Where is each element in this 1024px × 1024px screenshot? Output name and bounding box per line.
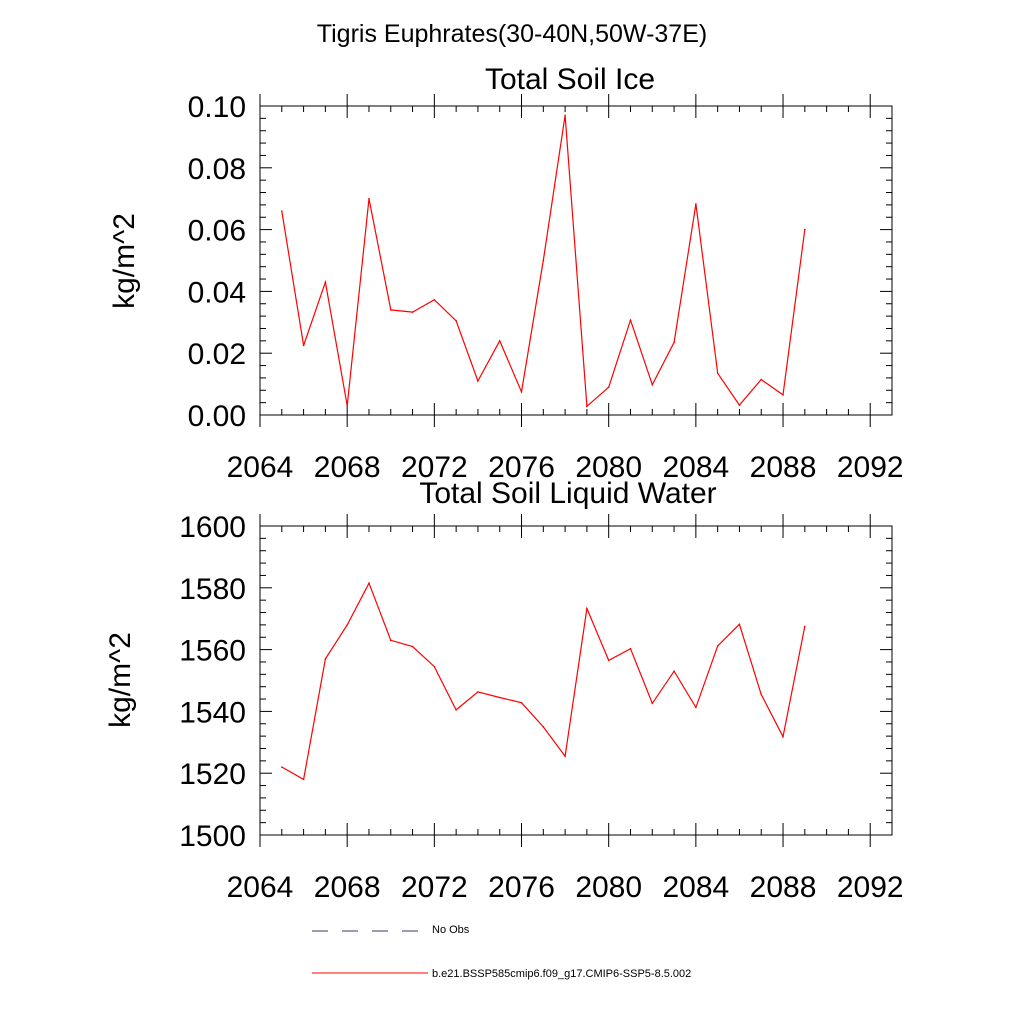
y-tick-label: 1520 (179, 758, 246, 791)
chart-marks-soil-liquid-water: 2064 2068 2072 2076 2080 2084 2088 2092 1500 1520… (179, 511, 903, 904)
plot-frame (259, 105, 893, 416)
data-point (411, 311, 414, 313)
y-tick-label: 1560 (179, 635, 246, 668)
data-point (498, 340, 501, 342)
y-axis-label: kg/m^2 (108, 213, 141, 309)
data-point (738, 623, 741, 626)
data-point (651, 383, 654, 386)
y-tick-label: 0.04 (188, 276, 246, 309)
data-point (455, 319, 457, 322)
x-tick-label: 2088 (750, 871, 817, 904)
data-point (477, 691, 479, 693)
data-point (346, 624, 348, 626)
x-tick-label: 2088 (750, 451, 817, 484)
data-point (433, 298, 436, 301)
y-tick-label: 0.02 (188, 338, 246, 371)
data-point (564, 755, 566, 758)
data-point (324, 658, 327, 660)
y-tick-label: 1600 (179, 511, 246, 544)
chart-marks-soil-ice: 2064 2068 2072 2076 2080 2084 2088 2092 0.00 0.02… (188, 91, 904, 484)
data-point (716, 645, 719, 647)
data-point (498, 696, 501, 699)
y-axis-label: kg/m^2 (104, 632, 137, 728)
chart-title: Total Soil Liquid Water (419, 477, 716, 510)
data-point (673, 341, 675, 344)
data-point (477, 380, 479, 382)
x-tick-label: 2072 (401, 871, 468, 904)
data-point (368, 582, 370, 584)
x-tick-label: 2076 (488, 871, 555, 904)
data-point (389, 309, 392, 311)
data-point (607, 386, 610, 388)
y-tick-label: 0.06 (188, 215, 246, 248)
x-tick-label: 2068 (314, 871, 381, 904)
series-line (281, 581, 806, 781)
y-tick-label: 0.08 (188, 153, 246, 186)
data-point (782, 394, 784, 396)
x-tick-label: 2064 (227, 451, 294, 484)
data-point (629, 319, 632, 321)
data-point (695, 203, 697, 205)
data-point (782, 735, 784, 738)
legend-entry-run: b.e21.BSSP585cmip6.f09_g17.CMIP6-SSP5-8.… (312, 968, 691, 980)
data-point (520, 391, 523, 393)
data-point (629, 647, 632, 650)
x-tick-label: 2080 (575, 871, 642, 904)
data-point (455, 709, 457, 711)
data-point (760, 693, 763, 696)
data-point (716, 372, 719, 375)
data-point (738, 404, 741, 406)
data-point (411, 645, 414, 648)
x-tick-label: 2092 (837, 871, 904, 904)
chart-panel-soil-ice: Total Soil Ice kg/m^2 2064 2068 2072 2076 20… (108, 63, 904, 484)
data-point (346, 404, 348, 407)
figure-suptitle: Tigris Euphrates(30-40N,50W-37E) (317, 20, 707, 48)
data-point (804, 228, 806, 231)
data-point (542, 726, 545, 728)
legend-label: No Obs (432, 924, 470, 936)
data-point (433, 665, 436, 668)
data-point (607, 659, 610, 662)
y-tick-label: 1500 (179, 820, 246, 853)
data-point (302, 778, 305, 781)
data-point (542, 259, 545, 262)
chart-title: Total Soil Ice (485, 63, 655, 96)
data-point (673, 670, 675, 673)
y-tick-label: 0.10 (188, 91, 246, 124)
data-point (586, 405, 588, 408)
x-tick-label: 2084 (662, 451, 729, 484)
legend: No Obs b.e21.BSSP585cmip6.f09_g17.CMIP6-… (312, 924, 691, 980)
plot-frame (259, 525, 893, 836)
data-point (695, 706, 697, 709)
x-tick-label: 2080 (575, 451, 642, 484)
y-tick-label: 1580 (179, 573, 246, 606)
legend-label: b.e21.BSSP585cmip6.f09_g17.CMIP6-SSP5-8.… (432, 968, 691, 980)
data-point (389, 639, 392, 642)
y-tick-label: 1540 (179, 696, 246, 729)
data-point (804, 625, 806, 628)
y-tick-label: 0.00 (188, 400, 246, 433)
data-point (368, 197, 370, 200)
data-point (760, 378, 763, 381)
x-tick-label: 2072 (401, 451, 468, 484)
data-point (324, 281, 327, 283)
data-point (280, 210, 283, 212)
chart-panel-soil-liquid-water: Total Soil Liquid Water kg/m^2 2064 2068 2… (104, 477, 904, 904)
x-tick-label: 2092 (837, 451, 904, 484)
data-point (302, 344, 305, 347)
data-point (564, 114, 566, 117)
data-point (586, 607, 588, 610)
legend-entry-no-obs: No Obs (312, 924, 470, 936)
x-tick-label: 2068 (314, 451, 381, 484)
x-tick-label: 2064 (227, 871, 294, 904)
x-tick-label: 2084 (662, 871, 729, 904)
data-point (651, 702, 654, 705)
data-point (520, 701, 523, 704)
x-tick-label: 2076 (488, 451, 555, 484)
data-point (280, 766, 283, 768)
